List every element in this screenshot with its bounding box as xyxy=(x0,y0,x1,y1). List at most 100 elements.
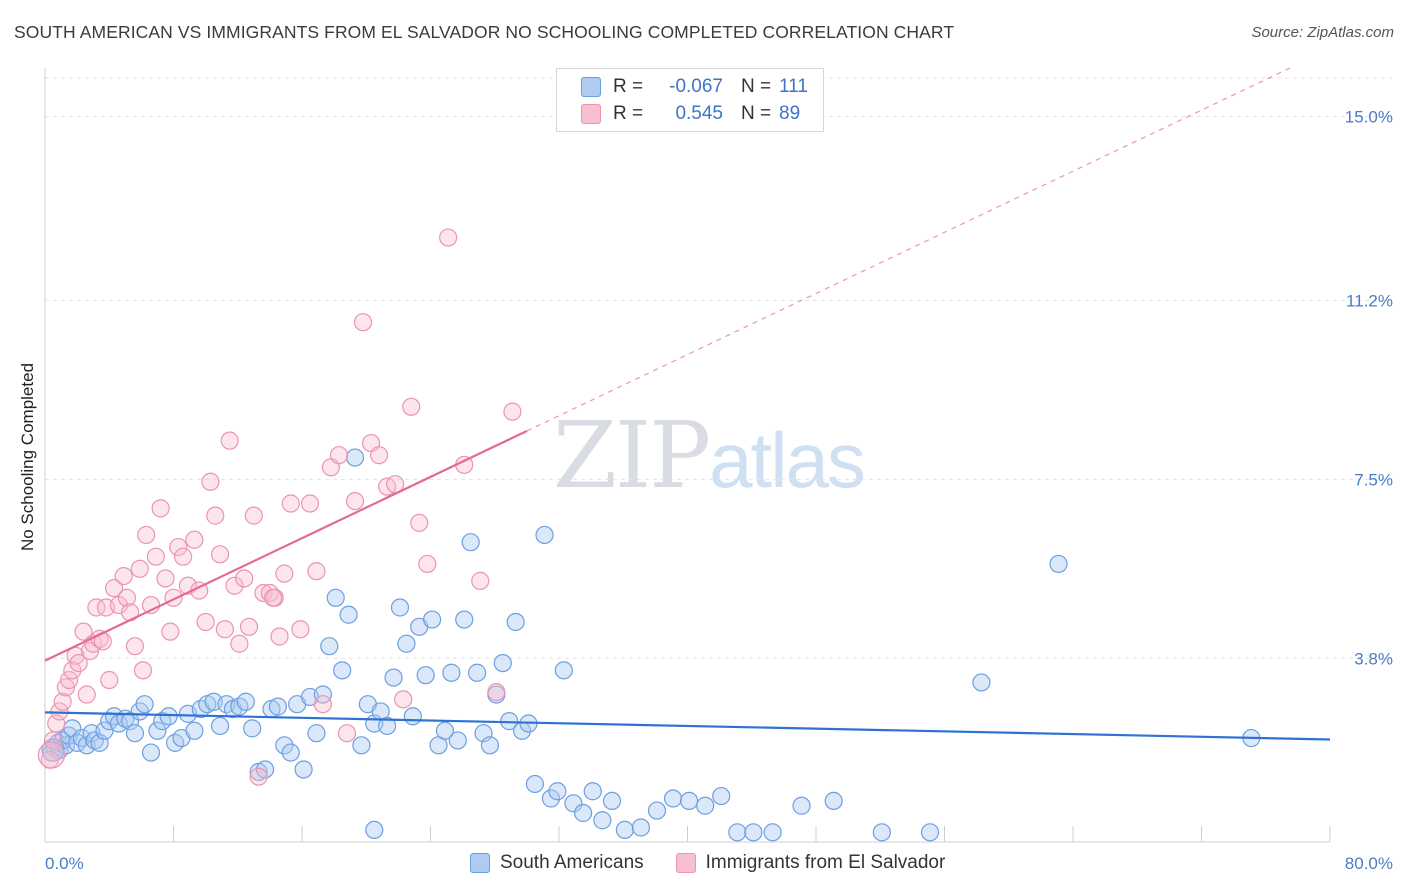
point-south-american xyxy=(243,719,262,738)
point-el-salvador xyxy=(329,446,349,465)
n-value: 89 xyxy=(779,103,801,124)
point-el-salvador xyxy=(201,472,220,491)
point-el-salvador xyxy=(263,588,283,607)
y-tick-label: 11.2% xyxy=(1346,291,1393,310)
series-south-americans xyxy=(41,448,1261,842)
legend-label: South Americans xyxy=(500,852,644,873)
point-south-american xyxy=(631,818,651,837)
point-el-salvador xyxy=(345,492,365,511)
point-south-american xyxy=(435,721,455,740)
point-south-american xyxy=(972,673,991,692)
r-label: R = xyxy=(613,76,644,97)
point-south-american xyxy=(680,791,699,810)
point-el-salvador xyxy=(281,494,300,513)
point-el-salvador xyxy=(249,767,268,786)
point-south-american xyxy=(872,823,891,842)
point-el-salvador xyxy=(239,617,259,636)
point-south-american xyxy=(535,525,554,545)
point-south-american xyxy=(1049,554,1068,574)
watermark: ZIPatlas xyxy=(553,402,866,509)
point-south-american xyxy=(416,666,435,685)
y-tick-labels: 3.8% 7.5% 11.2% 15.0% xyxy=(1345,108,1393,669)
point-el-salvador xyxy=(69,653,88,673)
point-el-salvador xyxy=(254,583,273,603)
point-south-american xyxy=(541,789,561,808)
y-tick-label: 15.0% xyxy=(1345,108,1393,127)
legend-label: Immigrants from El Salvador xyxy=(705,852,946,873)
point-el-salvador xyxy=(77,685,96,704)
point-el-salvador xyxy=(210,545,230,564)
point-south-american xyxy=(583,782,602,801)
point-south-american xyxy=(141,743,161,762)
point-south-american xyxy=(365,820,384,840)
pink-swatch xyxy=(581,104,601,124)
point-south-american xyxy=(384,668,403,687)
point-el-salvador xyxy=(130,559,149,578)
point-el-salvador xyxy=(370,446,389,465)
point-south-american xyxy=(442,663,461,682)
point-south-american xyxy=(390,598,410,617)
point-el-salvador xyxy=(275,564,294,583)
point-south-american xyxy=(95,721,114,740)
point-south-american xyxy=(125,724,145,743)
point-el-salvador xyxy=(220,431,239,450)
point-south-american xyxy=(602,791,622,810)
point-south-american xyxy=(467,663,487,682)
y-tick-label: 7.5% xyxy=(1354,470,1393,489)
point-el-salvador xyxy=(117,588,137,607)
point-el-salvador xyxy=(487,683,506,702)
point-el-salvador xyxy=(185,530,204,549)
point-south-american xyxy=(90,733,109,752)
r-value: 0.545 xyxy=(675,103,723,124)
point-south-american xyxy=(728,823,747,842)
point-south-american xyxy=(696,796,715,815)
stats-row-el-salvador: R = 0.545 N = 89 xyxy=(581,100,800,128)
y-tick-label: 3.8% xyxy=(1354,649,1393,668)
watermark-atlas: atlas xyxy=(709,416,866,504)
point-south-american xyxy=(275,736,294,755)
point-el-salvador xyxy=(53,692,72,711)
point-el-salvador xyxy=(394,690,413,709)
point-south-american xyxy=(792,796,811,815)
stats-legend: R = -0.067 N = 111 R = 0.545 N = 89 xyxy=(556,68,824,132)
trend-line-south-americans xyxy=(44,711,1331,741)
point-south-american xyxy=(663,789,683,808)
n-value: 111 xyxy=(779,76,808,97)
point-south-american xyxy=(506,612,525,632)
pink-swatch xyxy=(675,853,696,873)
point-el-salvador xyxy=(164,588,183,607)
point-el-salvador xyxy=(114,566,133,586)
point-el-salvador xyxy=(244,506,263,525)
point-el-salvador xyxy=(291,620,310,639)
point-south-american xyxy=(403,707,422,726)
point-el-salvador xyxy=(410,513,429,532)
point-south-american xyxy=(345,448,365,467)
point-south-american xyxy=(712,786,731,806)
point-el-salvador xyxy=(230,634,249,653)
watermark-zip: ZIP xyxy=(553,402,711,509)
n-label: N = xyxy=(741,76,772,97)
point-el-salvador xyxy=(161,622,180,641)
point-el-salvador xyxy=(300,494,320,513)
n-label: N = xyxy=(741,103,772,124)
x-tick-label: 80.0% xyxy=(1345,854,1393,873)
point-el-salvador xyxy=(47,714,66,733)
point-el-salvador xyxy=(353,313,373,332)
point-south-american xyxy=(378,716,397,736)
point-el-salvador xyxy=(125,637,145,656)
point-south-american xyxy=(397,634,416,653)
point-south-american xyxy=(448,731,467,750)
point-south-american xyxy=(554,661,573,680)
point-el-salvador xyxy=(439,228,458,247)
point-south-american xyxy=(493,653,512,673)
point-el-salvador xyxy=(337,724,357,743)
point-el-salvador xyxy=(313,695,332,714)
point-south-american xyxy=(85,731,104,750)
point-south-american xyxy=(564,794,583,813)
blue-swatch xyxy=(581,77,601,97)
point-el-salvador xyxy=(151,499,170,518)
point-el-salvador xyxy=(235,569,254,588)
point-el-salvador xyxy=(87,598,106,617)
blue-swatch xyxy=(470,853,490,873)
